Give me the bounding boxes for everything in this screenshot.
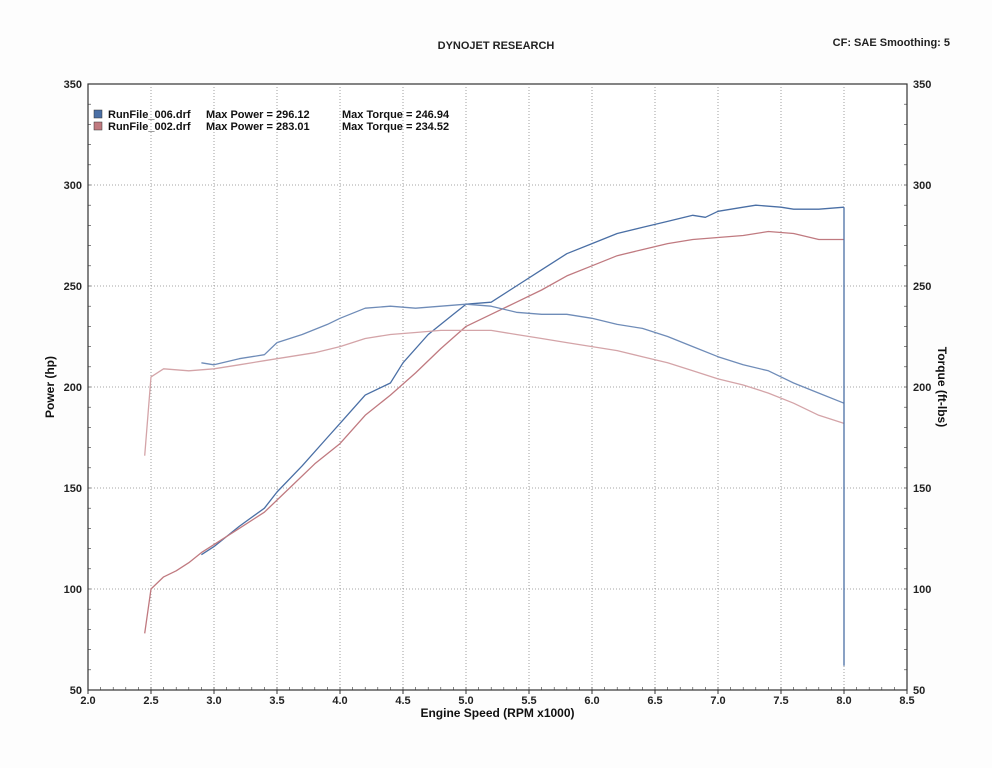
y2-tick-label: 250 [913, 281, 931, 293]
x-tick-label: 4.5 [395, 695, 410, 707]
y2-tick-label: 350 [913, 79, 931, 91]
y2-tick-label: 300 [913, 180, 931, 192]
x-tick-label: 6.5 [647, 695, 662, 707]
series-line [201, 204, 845, 556]
y2-tick-label: 150 [913, 483, 931, 495]
x-tick-label: 8.5 [899, 695, 914, 707]
y2-axis-label: Torque (ft-lbs) [935, 347, 949, 427]
x-tick-label: 3.0 [206, 695, 221, 707]
legend-run-name: RunFile_002.drf [108, 121, 191, 133]
legend-max-torque: Max Torque = 234.52 [342, 121, 449, 133]
y-tick-label: 300 [64, 180, 82, 192]
chart-title: DYNOJET RESEARCH [437, 40, 555, 52]
x-tick-label: 5.0 [458, 695, 473, 707]
y-axis-label: Power (hp) [43, 356, 57, 418]
x-tick-label: 7.0 [710, 695, 725, 707]
x-tick-label: 2.5 [143, 695, 158, 707]
x-tick-label: 4.0 [332, 695, 347, 707]
y-tick-label: 200 [64, 382, 82, 394]
x-tick-label: 8.0 [836, 695, 851, 707]
x-tick-label: 6.0 [584, 695, 599, 707]
x-axis-label: Engine Speed (RPM x1000) [420, 706, 574, 720]
legend-swatch [93, 109, 103, 119]
plot-area [87, 83, 908, 691]
x-tick-label: 7.5 [773, 695, 788, 707]
y-tick-label: 250 [64, 281, 82, 293]
correction-settings: CF: SAE Smoothing: 5 [832, 37, 950, 49]
legend-max-power: Max Power = 283.01 [206, 121, 310, 133]
y2-tick-label: 50 [913, 685, 925, 697]
legend-max-torque: Max Torque = 246.94 [342, 109, 450, 121]
y-tick-label: 150 [64, 483, 82, 495]
x-tick-label: 5.5 [521, 695, 536, 707]
x-tick-label: 2.0 [80, 695, 95, 707]
x-tick-label: 3.5 [269, 695, 284, 707]
y2-tick-label: 100 [913, 584, 931, 596]
series-line [144, 329, 845, 456]
y2-tick-label: 200 [913, 382, 931, 394]
series-line [144, 230, 844, 634]
legend-swatch [93, 121, 103, 131]
series-line [201, 303, 845, 404]
legend-run-name: RunFile_006.drf [108, 109, 191, 121]
y-tick-label: 50 [70, 685, 82, 697]
legend-max-power: Max Power = 296.12 [206, 109, 310, 121]
y-tick-label: 350 [64, 79, 82, 91]
y-tick-label: 100 [64, 584, 82, 596]
